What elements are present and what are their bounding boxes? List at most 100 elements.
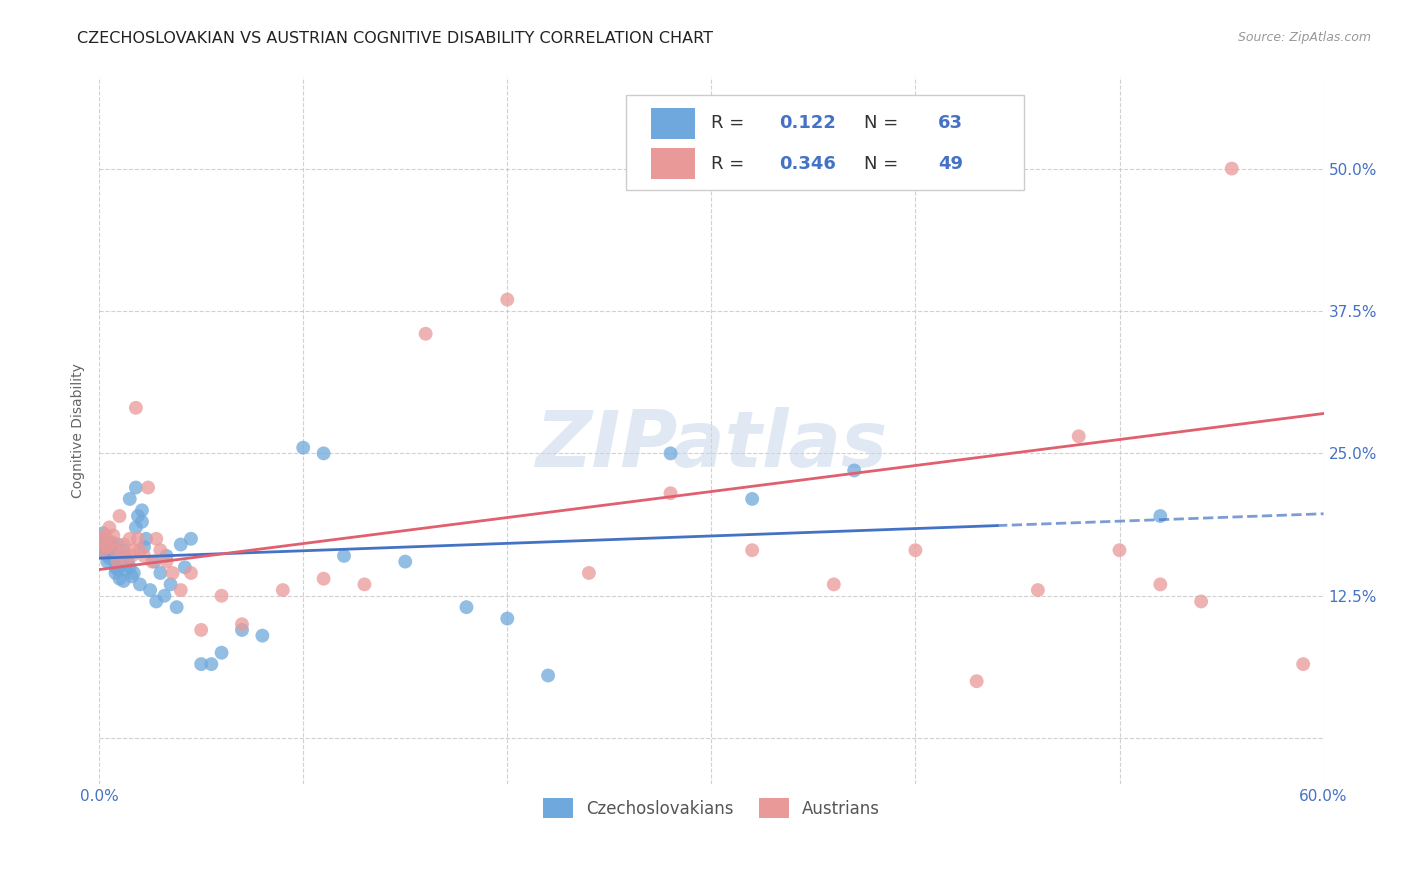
Text: R =: R =: [711, 155, 751, 173]
Point: [159, 577, 181, 591]
Point: [132, 549, 155, 563]
Point: [145, 594, 167, 608]
Point: [211, 589, 233, 603]
Point: [125, 481, 148, 495]
Point: [173, 560, 195, 574]
Point: [108, 555, 131, 569]
Text: N =: N =: [865, 155, 904, 173]
Point: [180, 532, 202, 546]
Point: [162, 566, 184, 580]
Point: [100, 535, 122, 549]
Point: [659, 486, 682, 500]
Point: [741, 491, 763, 506]
Point: [537, 668, 560, 682]
Point: [108, 572, 131, 586]
Point: [271, 583, 294, 598]
Point: [1026, 583, 1049, 598]
Point: [121, 549, 143, 563]
Point: [127, 509, 149, 524]
Point: [578, 566, 600, 580]
Point: [118, 491, 141, 506]
Point: [129, 577, 152, 591]
Point: [112, 537, 135, 551]
Point: [104, 543, 127, 558]
Point: [141, 555, 163, 569]
Point: [1220, 161, 1243, 176]
Point: [110, 547, 132, 561]
Point: [91, 543, 114, 558]
Point: [155, 549, 177, 563]
Point: [131, 515, 153, 529]
Text: N =: N =: [865, 114, 904, 132]
Text: 0.346: 0.346: [779, 155, 835, 173]
Text: 0.122: 0.122: [779, 114, 835, 132]
Point: [110, 549, 132, 563]
FancyBboxPatch shape: [626, 95, 1024, 191]
Point: [114, 563, 136, 577]
Point: [231, 623, 253, 637]
Point: [1108, 543, 1130, 558]
Point: [166, 600, 188, 615]
Point: [312, 572, 335, 586]
Point: [94, 528, 117, 542]
Point: [118, 532, 141, 546]
Point: [153, 589, 176, 603]
Point: [118, 560, 141, 574]
Point: [100, 543, 122, 558]
Point: [496, 293, 519, 307]
Y-axis label: Cognitive Disability: Cognitive Disability: [72, 363, 86, 498]
Text: CZECHOSLOVAKIAN VS AUSTRIAN COGNITIVE DISABILITY CORRELATION CHART: CZECHOSLOVAKIAN VS AUSTRIAN COGNITIVE DI…: [77, 31, 713, 46]
Point: [96, 535, 118, 549]
Point: [170, 583, 193, 598]
Point: [125, 520, 148, 534]
Point: [117, 555, 139, 569]
Point: [112, 543, 135, 558]
Point: [312, 446, 335, 460]
Point: [104, 566, 127, 580]
Point: [122, 566, 145, 580]
Point: [143, 555, 166, 569]
Point: [231, 617, 253, 632]
Point: [1149, 509, 1171, 524]
Point: [1149, 577, 1171, 591]
Point: [904, 543, 927, 558]
Point: [135, 532, 157, 546]
Point: [100, 535, 122, 549]
FancyBboxPatch shape: [651, 148, 696, 179]
Point: [107, 537, 129, 551]
Point: [127, 532, 149, 546]
Point: [125, 401, 148, 415]
Point: [98, 520, 121, 534]
FancyBboxPatch shape: [651, 108, 696, 139]
Point: [155, 555, 177, 569]
Point: [844, 463, 866, 477]
Point: [149, 566, 172, 580]
Point: [131, 503, 153, 517]
Point: [1189, 594, 1212, 608]
Point: [91, 543, 114, 558]
Point: [200, 657, 222, 672]
Point: [121, 569, 143, 583]
Point: [114, 551, 136, 566]
Point: [252, 629, 274, 643]
Point: [96, 555, 118, 569]
Text: ZIPatlas: ZIPatlas: [536, 407, 887, 483]
Point: [456, 600, 478, 615]
Point: [129, 543, 152, 558]
Point: [741, 543, 763, 558]
Point: [107, 555, 129, 569]
Point: [104, 560, 127, 574]
Point: [139, 583, 162, 598]
Point: [966, 674, 988, 689]
Point: [190, 657, 212, 672]
Text: Source: ZipAtlas.com: Source: ZipAtlas.com: [1237, 31, 1371, 45]
Point: [98, 549, 121, 563]
Point: [333, 549, 356, 563]
Point: [415, 326, 437, 341]
Point: [103, 547, 125, 561]
Point: [132, 540, 155, 554]
Legend: Czechoslovakians, Austrians: Czechoslovakians, Austrians: [536, 791, 887, 825]
Point: [103, 528, 125, 542]
Point: [91, 526, 114, 541]
Point: [1292, 657, 1315, 672]
